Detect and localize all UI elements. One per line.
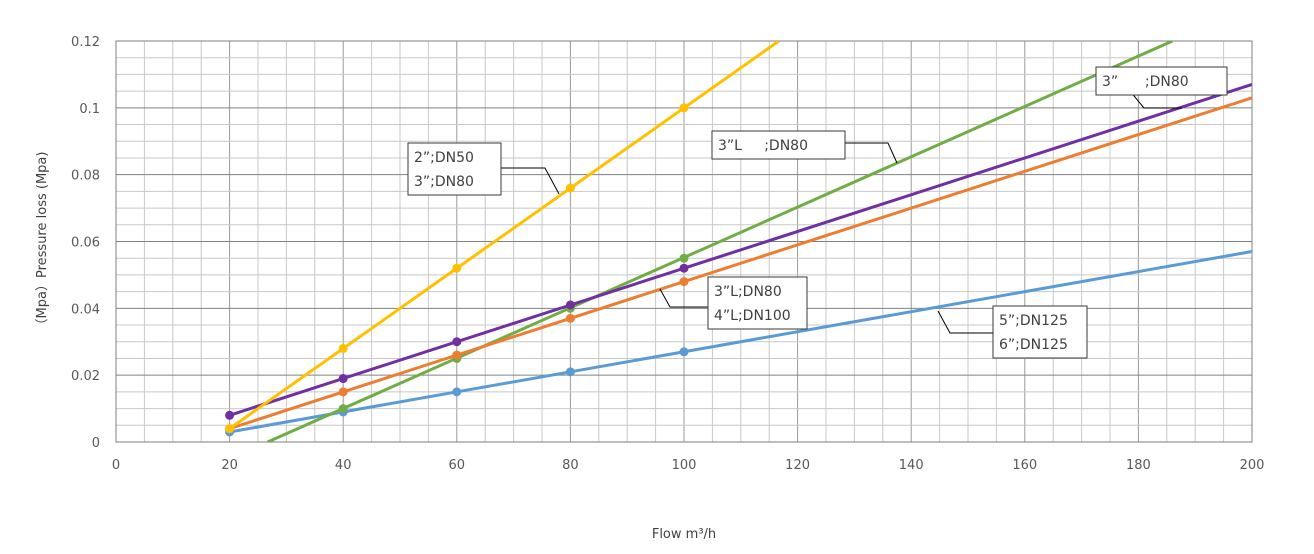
data-point [565, 300, 575, 310]
data-point [338, 387, 348, 397]
series-1 [267, 41, 1174, 442]
x-tick-label: 60 [449, 458, 466, 473]
y-tick-label: 0.08 [71, 169, 100, 184]
data-point [679, 263, 689, 273]
data-series [225, 41, 1252, 442]
data-point [679, 347, 689, 357]
callout-box [1095, 66, 1228, 96]
y-axis-title: （Mpa）Pressure loss (Mpa) [35, 152, 50, 332]
data-point [338, 374, 348, 384]
series-3 [225, 83, 1252, 420]
data-point [338, 404, 348, 414]
callout-leader [1129, 90, 1182, 109]
callout-text: 3”;DN80 [414, 174, 474, 190]
series-line [229, 83, 1252, 417]
y-tick-label: 0.06 [71, 236, 100, 251]
data-point [225, 424, 235, 434]
callout-leader [659, 288, 708, 308]
callout: 2”;DN50 3”;DN80 [407, 142, 560, 196]
x-tick-label: 180 [1126, 458, 1151, 473]
x-axis-ticks: 0 20 40 60 80 100 120 140 160 180 200 [112, 458, 1265, 473]
callout: 5”;DN125 6”;DN125 [937, 305, 1088, 359]
series-line [228, 41, 780, 430]
callout-text: 6”;DN125 [999, 337, 1068, 353]
x-tick-label: 80 [562, 458, 579, 473]
series-4 [225, 41, 780, 434]
series-line [229, 96, 1252, 431]
callout-leader [937, 310, 993, 334]
grid [115, 40, 1253, 443]
x-tick-label: 120 [785, 458, 810, 473]
data-point [338, 343, 348, 353]
x-tick-label: 0 [112, 458, 120, 473]
data-point [679, 103, 689, 113]
data-point [452, 350, 462, 360]
data-point [679, 277, 689, 287]
x-tick-label: 20 [221, 458, 238, 473]
callout-text: 4”L;DN100 [714, 308, 791, 324]
callout-box [992, 305, 1088, 359]
data-point [565, 313, 575, 323]
callout-text: 3” ;DN80 [1102, 74, 1189, 90]
x-tick-label: 100 [672, 458, 697, 473]
x-tick-label: 160 [1012, 458, 1037, 473]
x-tick-label: 200 [1240, 458, 1265, 473]
plot-frame [115, 40, 1253, 443]
callout-text: 2”;DN50 [414, 150, 474, 166]
x-tick-label: 140 [899, 458, 924, 473]
data-point [565, 367, 575, 377]
y-tick-label: 0.12 [71, 35, 100, 50]
series-2 [225, 96, 1252, 434]
y-tick-label: 0 [92, 436, 100, 451]
series-line [229, 250, 1252, 434]
y-axis-ticks: 0 0.02 0.04 0.06 0.08 0.1 0.12 [71, 35, 100, 451]
callout: 3”L ;DN80 [711, 130, 898, 164]
callout-box [711, 130, 846, 160]
callout-leader [501, 167, 560, 195]
y-tick-label: 0.02 [71, 369, 100, 384]
data-point [452, 387, 462, 397]
callout-box [707, 276, 808, 330]
callout-text: 3”L ;DN80 [718, 138, 808, 154]
data-point [452, 263, 462, 273]
callout: 3”L;DN80 4”L;DN100 [659, 276, 808, 330]
callout: 3” ;DN80 [1095, 66, 1228, 109]
annotation-callouts: 2”;DN50 3”;DN80 3”L ;DN80 3” ;DN80 3”L;DN80 4… [407, 66, 1228, 359]
callout-box [407, 142, 502, 196]
x-tick-label: 40 [335, 458, 352, 473]
data-point [452, 337, 462, 347]
y-tick-label: 0.04 [71, 302, 100, 317]
data-point [225, 410, 235, 420]
x-axis-title: Flow m³/h [652, 527, 716, 542]
callout-text: 3”L;DN80 [714, 284, 782, 300]
callout-text: 5”;DN125 [999, 313, 1068, 329]
y-tick-label: 0.1 [79, 102, 100, 117]
data-point [679, 253, 689, 263]
callout-leader [845, 142, 898, 164]
data-point [565, 183, 575, 193]
series-line [267, 41, 1174, 442]
